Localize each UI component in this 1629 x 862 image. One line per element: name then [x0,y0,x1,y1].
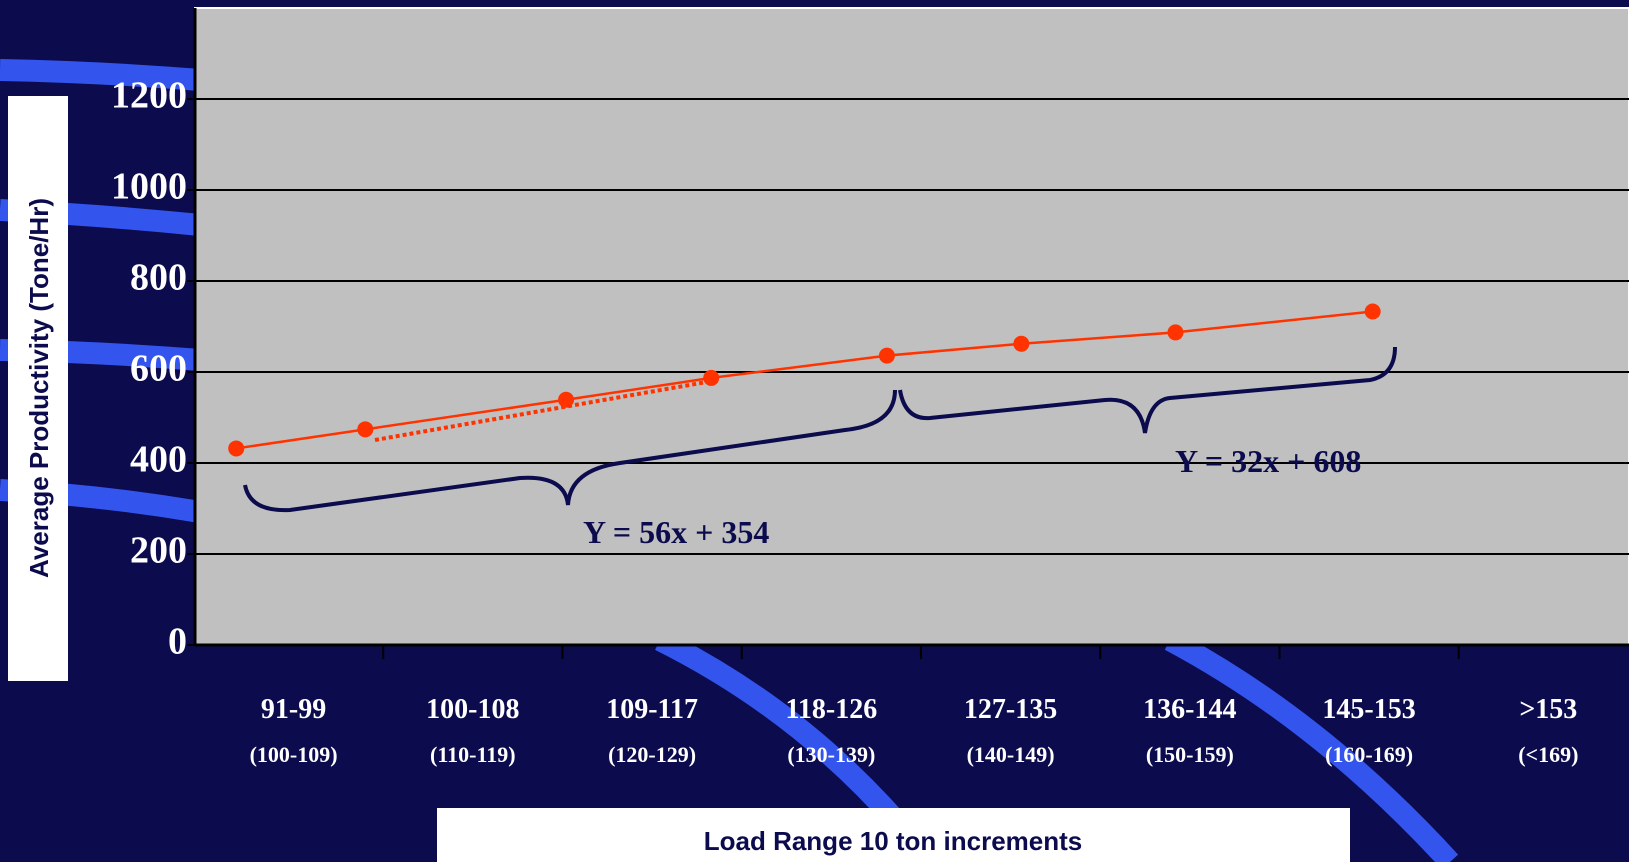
y-tick-label: 800 [130,257,187,299]
series-line [236,310,1373,450]
x-label-box [437,808,1350,862]
x-tick-label: 109-117 [606,694,698,725]
y-axis-label: Average Productivity (Tone/Hr) [24,198,54,578]
x-axis-label: Load Range 10 ton increments [704,826,1083,856]
y-tick-label: 200 [130,530,187,572]
data-point [1167,324,1184,341]
y-tick-label: 600 [130,348,187,390]
x-tick-sublabel: (140-149) [967,742,1055,767]
x-tick-sublabel: (100-109) [250,742,338,767]
data-point [703,369,720,386]
plot-area [194,7,1629,646]
x-tick-label: >153 [1519,694,1577,725]
data-point [558,391,575,408]
data-point [878,347,895,364]
x-tick-sublabel: (150-159) [1146,742,1234,767]
x-tick-sublabel: (110-119) [430,742,516,767]
annotation: Y = 56x + 354 [583,514,769,550]
data-point [228,440,245,457]
x-tick-sublabel: (130-139) [787,742,875,767]
x-tick-label: 127-135 [964,694,1057,725]
x-tick-label: 136-144 [1143,694,1236,725]
x-tick-sublabel: (<169) [1518,742,1578,767]
data-point [1013,335,1030,352]
y-tick-label: 1000 [111,166,187,208]
x-tick-label: 100-108 [426,694,519,725]
x-tick-label: 91-99 [261,694,326,725]
y-label-box [8,96,68,681]
y-tick-label: 1200 [111,75,187,117]
annotation: Y = 32x + 608 [1175,443,1361,479]
y-tick-label: 0 [168,621,187,663]
x-tick-label: 118-126 [785,694,877,725]
trend-dotted [374,378,719,442]
data-point [357,421,374,438]
data-point [1364,303,1381,320]
x-tick-label: 145-153 [1322,694,1415,725]
x-tick-sublabel: (160-169) [1325,742,1413,767]
x-tick-sublabel: (120-129) [608,742,696,767]
y-tick-label: 400 [130,439,187,481]
braces [243,346,1397,513]
